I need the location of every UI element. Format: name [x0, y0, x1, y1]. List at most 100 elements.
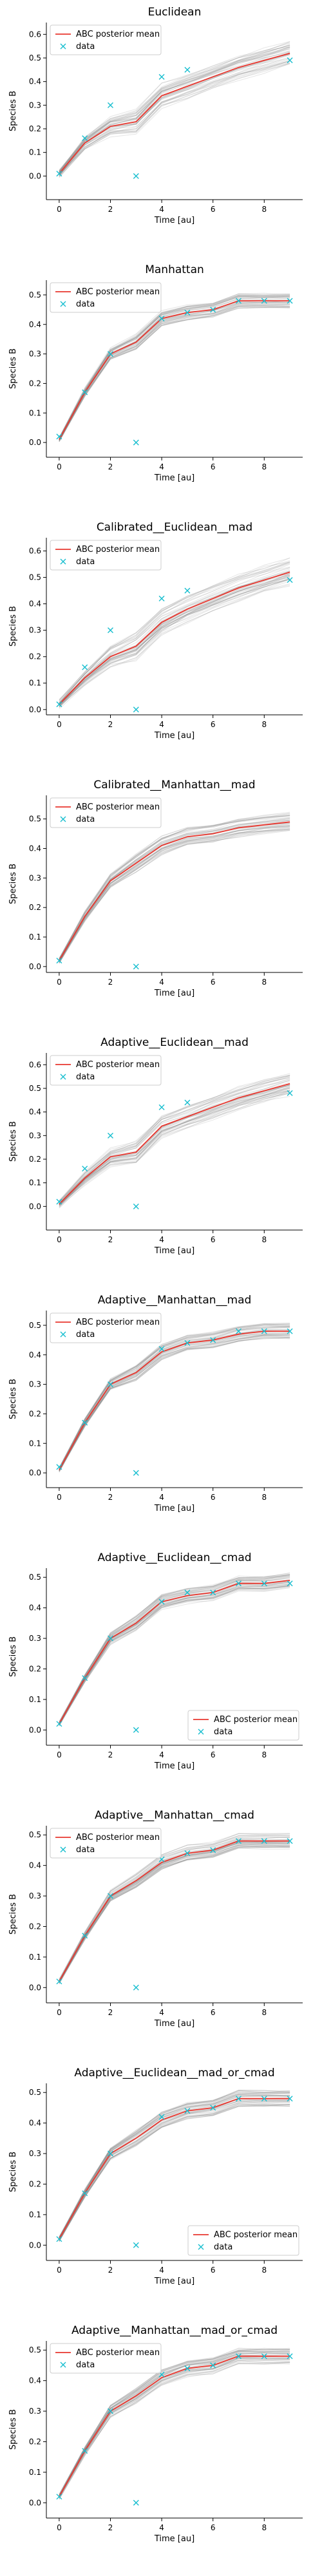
sample-trajectory	[59, 2103, 290, 2240]
sample-trajectory	[59, 2362, 290, 2499]
data-point	[82, 389, 88, 395]
data-point	[108, 1893, 113, 1899]
chart-title: Adaptive__Manhattan__cmad	[95, 1809, 254, 1822]
x-tick-label: 4	[159, 205, 164, 214]
y-tick-label: 0.0	[29, 2240, 41, 2249]
sample-trajectory	[59, 2352, 290, 2497]
sample-trajectory	[59, 815, 290, 961]
x-tick-label: 0	[57, 2523, 62, 2532]
sample-trajectory	[59, 1338, 290, 1472]
sample-trajectory	[59, 307, 290, 442]
sample-trajectory	[59, 294, 290, 439]
sample-trajectory	[59, 1334, 290, 1470]
sample-trajectory	[59, 1323, 290, 1469]
sample-trajectory	[59, 815, 290, 960]
sample-trajectory	[59, 2351, 290, 2496]
sample-trajectory	[59, 1326, 290, 1470]
x-tick-label: 6	[211, 2266, 216, 2275]
sample-trajectory	[59, 2098, 290, 2239]
sample-trajectory	[59, 2350, 290, 2495]
sample-trajectory	[59, 1584, 290, 1725]
sample-trajectory	[59, 46, 290, 173]
sample-trajectory	[59, 1325, 290, 1470]
sample-trajectory	[59, 822, 290, 961]
sample-trajectory	[59, 583, 290, 708]
sample-trajectory	[59, 1842, 290, 1982]
y-tick-label: 0.0	[29, 962, 41, 971]
sample-trajectory	[59, 1325, 290, 1468]
sample-trajectory	[59, 1081, 290, 1203]
data-point	[158, 2114, 165, 2120]
data-point	[133, 1470, 139, 1476]
data-point	[287, 57, 293, 64]
sample-trajectory	[59, 56, 290, 176]
legend: ABC posterior mean data	[50, 2343, 162, 2374]
sample-trajectory	[59, 2362, 290, 2500]
y-tick-label: 0.3	[29, 2149, 41, 2158]
sample-trajectory	[59, 46, 290, 172]
sample-trajectory	[59, 826, 290, 962]
posterior-samples	[59, 2089, 290, 2242]
y-tick-label: 0.6	[29, 1060, 41, 1069]
data-point	[133, 963, 139, 970]
sample-trajectory	[59, 1835, 290, 1981]
data-point	[184, 2365, 191, 2372]
y-tick-label: 0.5	[29, 815, 41, 824]
x-axis-label: Time [au]	[154, 1761, 194, 1771]
sample-trajectory	[59, 305, 290, 440]
data-point	[56, 433, 62, 440]
sample-trajectory	[59, 567, 290, 705]
sample-trajectory	[59, 567, 290, 703]
sample-trajectory	[59, 2356, 290, 2498]
y-axis-label: Species B	[8, 864, 18, 904]
sample-trajectory	[59, 1090, 290, 1206]
sample-trajectory	[59, 304, 290, 442]
sample-trajectory	[59, 305, 290, 442]
sample-trajectory	[59, 1843, 290, 1984]
data-point	[108, 102, 113, 108]
sample-trajectory	[59, 2352, 290, 2497]
sample-trajectory	[59, 1584, 290, 1725]
sample-trajectory	[59, 829, 290, 964]
sample-trajectory	[59, 1335, 290, 1472]
sample-trajectory	[59, 2358, 290, 2497]
sample-trajectory	[59, 1334, 290, 1471]
sample-trajectory	[59, 1336, 290, 1471]
data-point	[236, 1580, 242, 1587]
y-tick-label: 0.5	[29, 2088, 41, 2097]
y-tick-label: 0.1	[29, 408, 41, 417]
sample-trajectory	[59, 1086, 290, 1205]
x-tick-label: 4	[159, 2523, 164, 2532]
data-point	[287, 1090, 293, 1096]
sample-trajectory	[59, 828, 290, 963]
sample-trajectory	[59, 1075, 290, 1202]
sample-trajectory	[59, 296, 290, 439]
sample-trajectory	[59, 825, 290, 962]
data-point	[108, 2150, 113, 2157]
legend-box	[50, 797, 162, 828]
y-tick-label: 0.4	[29, 2119, 41, 2128]
y-tick-label: 0.2	[29, 652, 41, 661]
x-tick-label: 0	[57, 978, 62, 987]
sample-trajectory	[59, 2105, 290, 2242]
y-axis-label: Species B	[8, 2152, 18, 2192]
legend-entry: ABC posterior mean	[76, 30, 160, 39]
sample-trajectory	[59, 1096, 290, 1207]
sample-trajectory	[59, 1846, 290, 1982]
sample-trajectory	[59, 1582, 290, 1725]
data-point	[133, 1203, 139, 1209]
x-tick-label: 8	[261, 978, 267, 987]
x-axis-label: Time [au]	[154, 2019, 194, 2029]
data-point	[56, 2494, 62, 2500]
posterior-mean-line	[59, 571, 290, 705]
sample-trajectory	[59, 1586, 290, 1725]
y-tick-label: 0.4	[29, 77, 41, 86]
chart-panel: Adaptive__Euclidean__mad_or_cmad 0 2 4 6 8 0.0…	[8, 2067, 303, 2286]
x-tick-label: 2	[108, 2008, 113, 2017]
y-tick-label: 0.6	[29, 30, 41, 39]
sample-trajectory	[59, 2362, 290, 2499]
sample-trajectory	[59, 41, 290, 171]
sample-trajectory	[59, 826, 290, 961]
data-point	[108, 1132, 113, 1139]
